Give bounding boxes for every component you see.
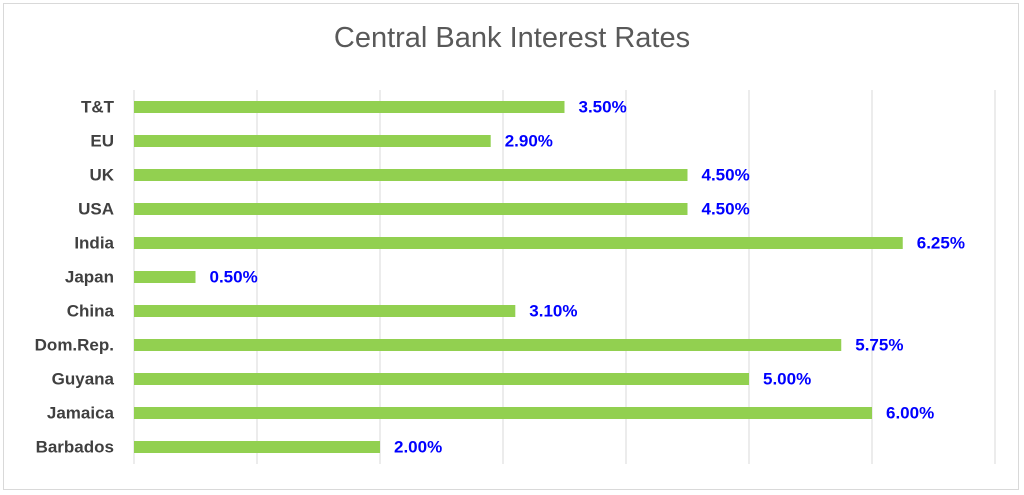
category-label: Guyana <box>52 370 115 389</box>
bar <box>134 101 565 113</box>
value-label: 5.75% <box>855 336 903 355</box>
bar <box>134 305 516 317</box>
category-label: Barbados <box>36 438 114 457</box>
category-label: EU <box>90 132 114 151</box>
bar <box>134 169 688 181</box>
category-label: USA <box>78 200 114 219</box>
category-label: UK <box>89 166 114 185</box>
bar <box>134 271 196 283</box>
category-label: China <box>67 302 115 321</box>
chart-title: Central Bank Interest Rates <box>333 22 691 54</box>
bar <box>134 373 749 385</box>
category-label: Japan <box>65 268 114 287</box>
value-label: 3.10% <box>529 302 577 321</box>
value-label: 3.50% <box>579 98 627 117</box>
category-label: Dom.Rep. <box>35 336 114 355</box>
bar <box>134 203 688 215</box>
bar <box>134 237 903 249</box>
category-label: India <box>74 234 114 253</box>
bar <box>134 407 872 419</box>
bar <box>134 339 842 351</box>
value-label: 6.00% <box>886 404 934 423</box>
category-labels: T&T EU UK USA India Japan China Dom.Rep. Guyana J… <box>35 98 115 457</box>
bar <box>134 441 380 453</box>
value-label: 2.00% <box>394 438 442 457</box>
value-label: 4.50% <box>702 200 750 219</box>
value-label: 4.50% <box>702 166 750 185</box>
category-label: Jamaica <box>47 404 115 423</box>
bars <box>134 101 903 453</box>
value-label: 5.00% <box>763 370 811 389</box>
value-label: 6.25% <box>917 234 965 253</box>
category-label: T&T <box>81 98 115 117</box>
value-label: 2.90% <box>505 132 553 151</box>
gridlines <box>133 90 996 464</box>
value-label: 0.50% <box>210 268 258 287</box>
value-labels: 3.50% 2.90% 4.50% 4.50% 6.25% 0.50% 3.10% 5.75%… <box>210 98 965 457</box>
bar <box>134 135 491 147</box>
